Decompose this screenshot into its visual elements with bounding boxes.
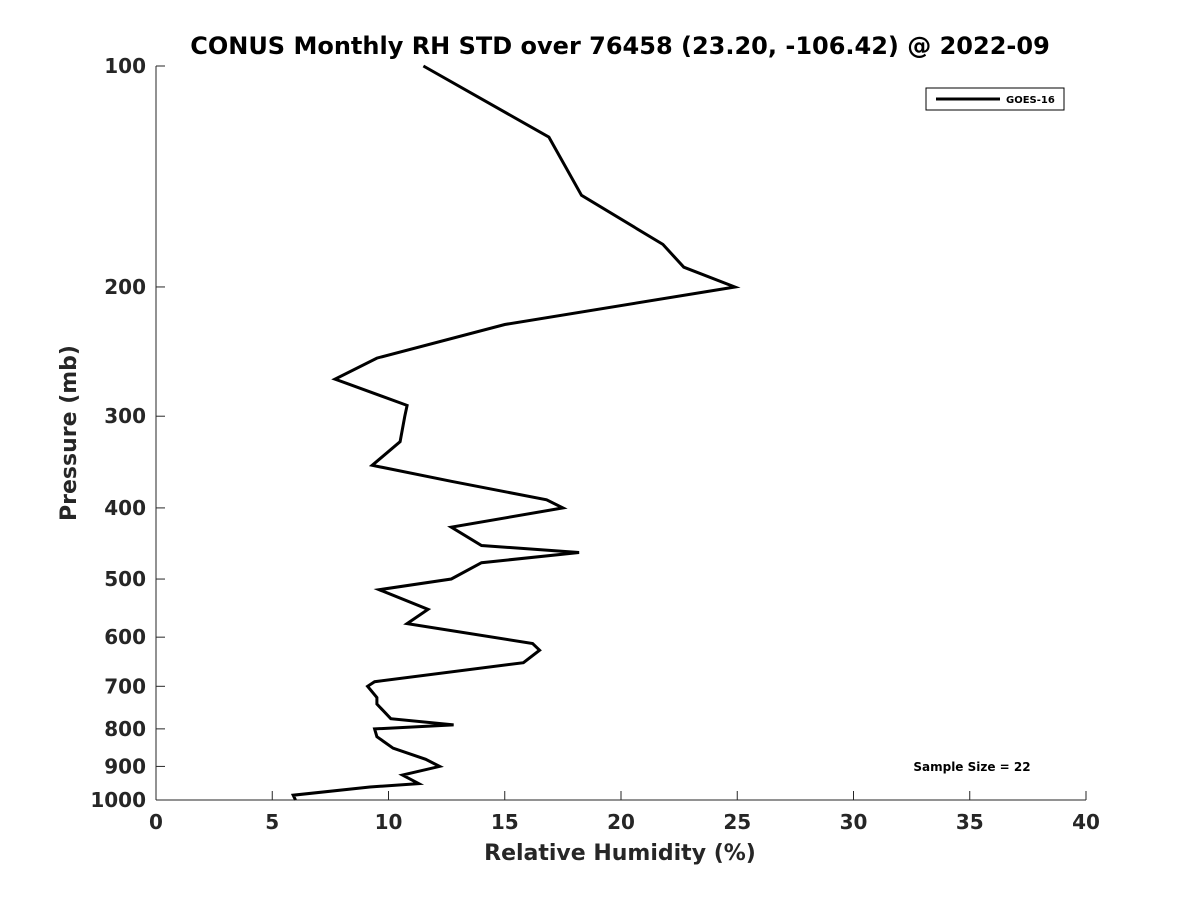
x-axis-label: Relative Humidity (%) bbox=[484, 841, 756, 866]
x-tick-label: 30 bbox=[840, 810, 868, 834]
y-tick-label: 200 bbox=[104, 275, 146, 299]
chart-title: CONUS Monthly RH STD over 76458 (23.20, … bbox=[190, 32, 1050, 60]
y-tick-label: 900 bbox=[104, 754, 146, 778]
y-tick-label: 700 bbox=[104, 674, 146, 698]
x-tick-label: 40 bbox=[1072, 810, 1100, 834]
y-tick-label: 100 bbox=[104, 54, 146, 78]
series-line-goes-16 bbox=[290, 64, 741, 801]
x-tick-label: 15 bbox=[491, 810, 519, 834]
y-tick-label: 400 bbox=[104, 496, 146, 520]
x-tick-label: 25 bbox=[723, 810, 751, 834]
x-tick-label: 35 bbox=[956, 810, 984, 834]
y-tick-label: 300 bbox=[104, 404, 146, 428]
legend: GOES-16 bbox=[925, 87, 1065, 111]
x-tick-label: 0 bbox=[149, 810, 163, 834]
y-tick-label: 600 bbox=[104, 625, 146, 649]
y-axis-label: Pressure (mb) bbox=[57, 345, 82, 521]
plot-area: 0 5 10 15 20 25 30 35 40 100 200 300 400 500 600 700 800… bbox=[90, 54, 1100, 834]
x-tick-label: 5 bbox=[265, 810, 279, 834]
y-tick-label: 1000 bbox=[90, 788, 146, 812]
x-tick-label: 10 bbox=[375, 810, 403, 834]
x-tick-label: 20 bbox=[607, 810, 635, 834]
legend-label-goes-16: GOES-16 bbox=[1006, 95, 1055, 106]
y-tick-label: 800 bbox=[104, 717, 146, 741]
sample-size-annotation: Sample Size = 22 bbox=[913, 760, 1030, 774]
y-tick-label: 500 bbox=[104, 567, 146, 591]
